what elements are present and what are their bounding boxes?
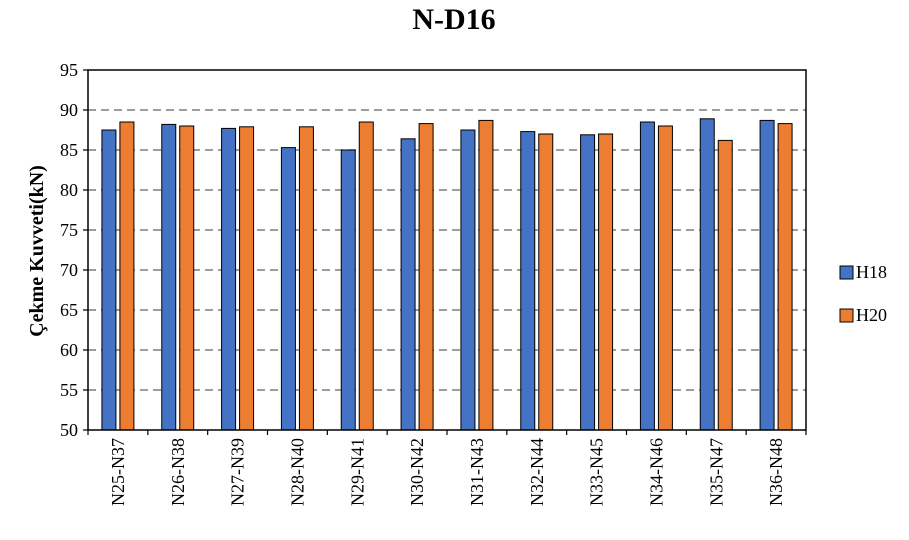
x-tick-label: N31-N43 <box>467 438 487 506</box>
y-tick-label: 65 <box>60 300 78 320</box>
bar-h18-n27-n39 <box>221 127 237 431</box>
y-tick-label: 75 <box>60 220 78 240</box>
y-tick-label: 95 <box>60 60 78 80</box>
bar-h18-n29-n41 <box>340 149 356 431</box>
y-axis-label: Çekme Kuvveti(kN) <box>26 165 48 337</box>
x-tick-label: N33-N45 <box>587 438 607 506</box>
bar-h20-n33-n45 <box>598 133 614 431</box>
bar-h20-n29-n41 <box>358 121 374 431</box>
bar-h18-n34-n46 <box>639 121 655 431</box>
y-tick-label: 60 <box>60 340 78 360</box>
bar-h20-n32-n44 <box>538 133 554 431</box>
y-tick-label: 50 <box>60 420 78 440</box>
y-tick-label: 80 <box>60 180 78 200</box>
legend-label: H18 <box>856 262 887 282</box>
legend-swatch <box>839 308 854 323</box>
bar-h18-n36-n48 <box>759 119 775 431</box>
y-tick-label: 90 <box>60 100 78 120</box>
y-tick-label: 85 <box>60 140 78 160</box>
bar-h20-n26-n38 <box>179 125 195 431</box>
x-tick-label: N28-N40 <box>287 438 307 506</box>
bar-h18-n30-n42 <box>400 138 416 431</box>
bar-h18-n25-n37 <box>101 129 117 431</box>
bar-h20-n35-n47 <box>717 139 733 431</box>
bar-h18-n28-n40 <box>280 147 296 431</box>
bar-h18-n26-n38 <box>161 123 177 431</box>
x-tick-label: N29-N41 <box>347 438 367 506</box>
bar-h18-n35-n47 <box>699 118 715 431</box>
x-tick-label: N25-N37 <box>108 438 128 506</box>
y-tick-label: 70 <box>60 260 78 280</box>
legend-swatch <box>839 265 854 280</box>
bar-h20-n28-n40 <box>298 126 314 431</box>
bar-h20-n36-n48 <box>777 123 793 431</box>
x-tick-label: N30-N42 <box>407 438 427 506</box>
x-tick-label: N36-N48 <box>766 438 786 506</box>
bar-h20-n27-n39 <box>239 126 255 431</box>
x-tick-label: N27-N39 <box>228 438 248 506</box>
x-tick-label: N32-N44 <box>527 438 547 506</box>
bar-h20-n31-n43 <box>478 119 494 431</box>
bar-h20-n30-n42 <box>418 123 434 431</box>
chart-title: N-D16 <box>412 3 495 36</box>
plot-frame <box>87 69 807 431</box>
bar-h18-n33-n45 <box>580 134 596 431</box>
x-tick-label: N35-N47 <box>706 438 726 506</box>
y-tick-label: 55 <box>60 380 78 400</box>
bar-h18-n32-n44 <box>520 131 536 431</box>
x-tick-label: N26-N38 <box>168 438 188 506</box>
x-tick-label: N34-N46 <box>646 438 666 506</box>
bar-h18-n31-n43 <box>460 129 476 431</box>
legend-item-h20: H20 <box>839 305 887 325</box>
legend-label: H20 <box>856 305 887 325</box>
legend-item-h18: H18 <box>839 262 887 282</box>
bar-h20-n25-n37 <box>119 121 135 431</box>
bar-h20-n34-n46 <box>657 125 673 431</box>
